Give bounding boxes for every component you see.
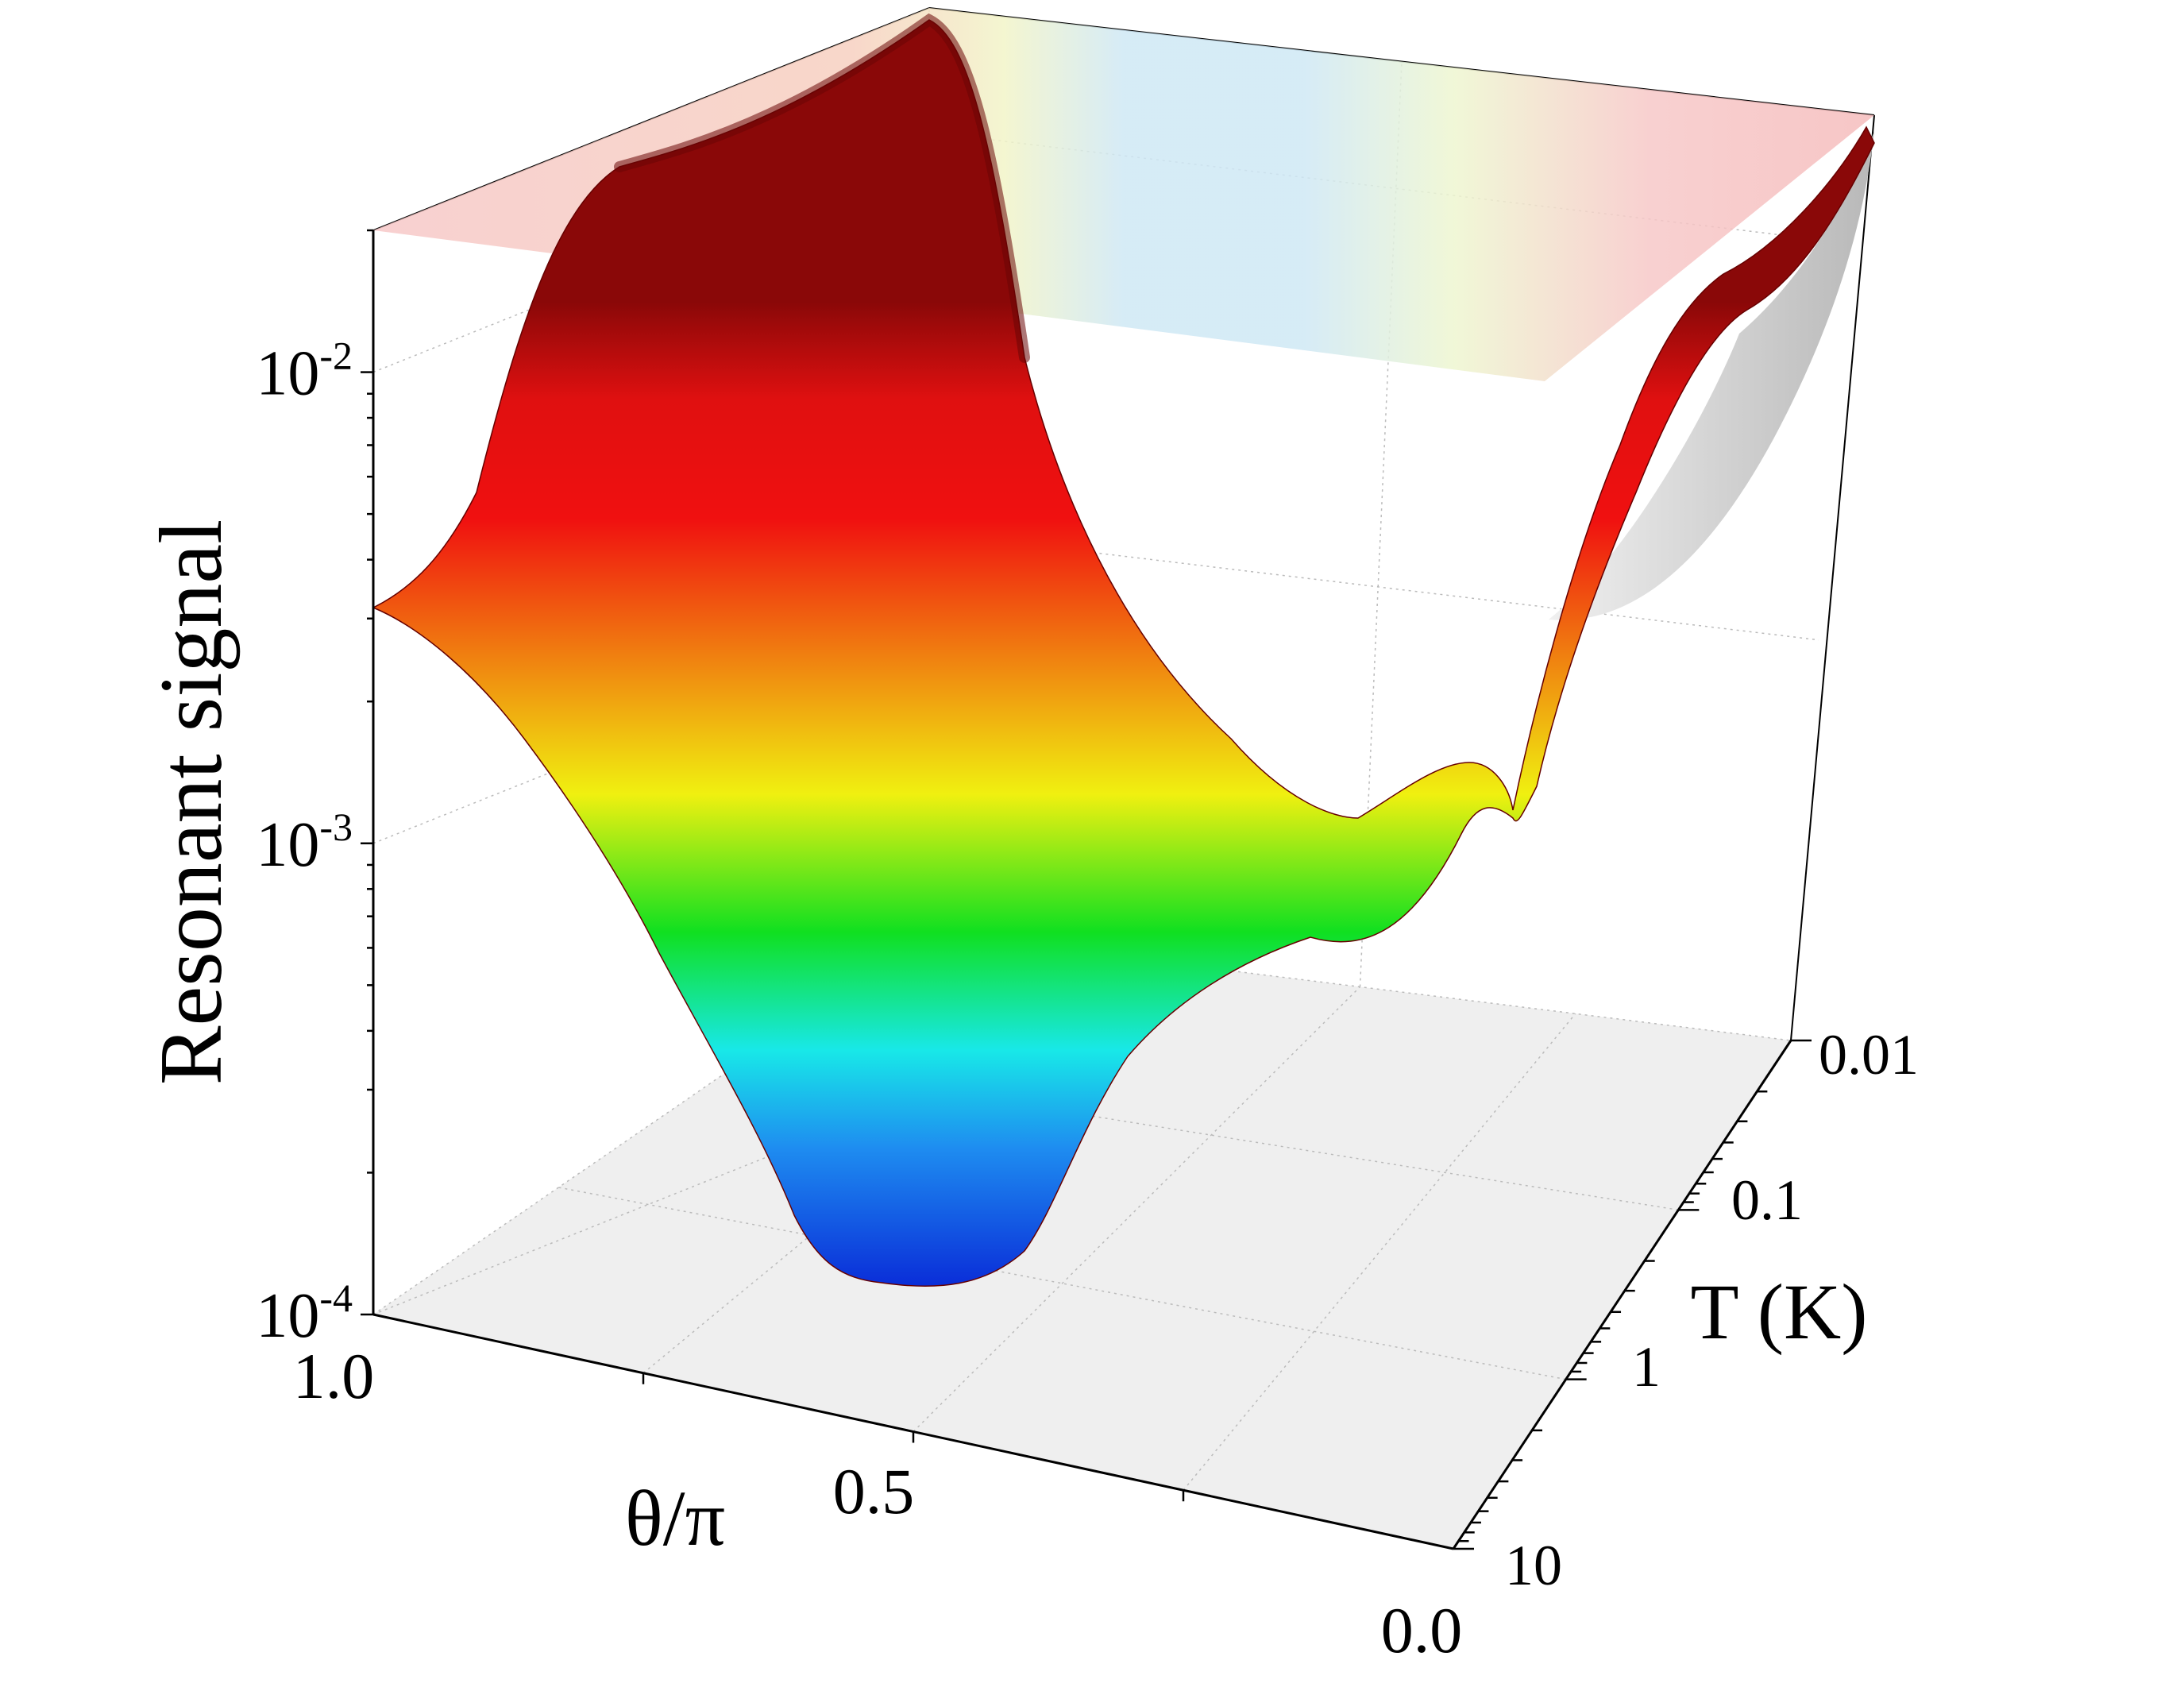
y-tick-label: 10 <box>1505 1534 1562 1597</box>
z-tick-label: 10-3 <box>256 805 353 880</box>
y-tick-label: 1 <box>1632 1335 1661 1399</box>
surface-side-gray <box>1549 131 1874 620</box>
z-axis-label: Resonant signal <box>142 519 241 1085</box>
y-axis-label: T (K) <box>1690 1268 1867 1356</box>
surface-far-edge <box>614 13 1030 363</box>
x-tick-label: 0.5 <box>833 1455 915 1527</box>
floor-right-edge <box>928 932 1792 1041</box>
floor-back-edge <box>372 932 930 1315</box>
surface <box>372 13 1875 1287</box>
ticks <box>361 229 1812 1550</box>
top-projection-plane <box>373 8 1874 381</box>
floor-plane <box>373 933 1791 1549</box>
y-tick-labels: 0.01 0.1 1 10 <box>1505 1023 1919 1597</box>
x-tick-label: 1.0 <box>293 1340 375 1412</box>
z-tick-label: 10-4 <box>256 1276 353 1351</box>
y-tick-label: 0.01 <box>1819 1023 1919 1087</box>
x-axis-label: θ/π <box>625 1474 725 1562</box>
y-tick-label: 0.1 <box>1731 1168 1803 1232</box>
x-tick-labels: 1.0 0.5 0.0 <box>293 1340 1463 1666</box>
z-tick-labels: 10-2 10-3 10-4 <box>256 334 353 1351</box>
z-grid-line <box>372 1091 930 1315</box>
floor-x-grid-line <box>1183 1013 1576 1491</box>
y-axis-line <box>1452 1040 1792 1550</box>
z-tick-label: 10-2 <box>256 334 353 409</box>
x-tick-label: 0.0 <box>1381 1594 1463 1666</box>
